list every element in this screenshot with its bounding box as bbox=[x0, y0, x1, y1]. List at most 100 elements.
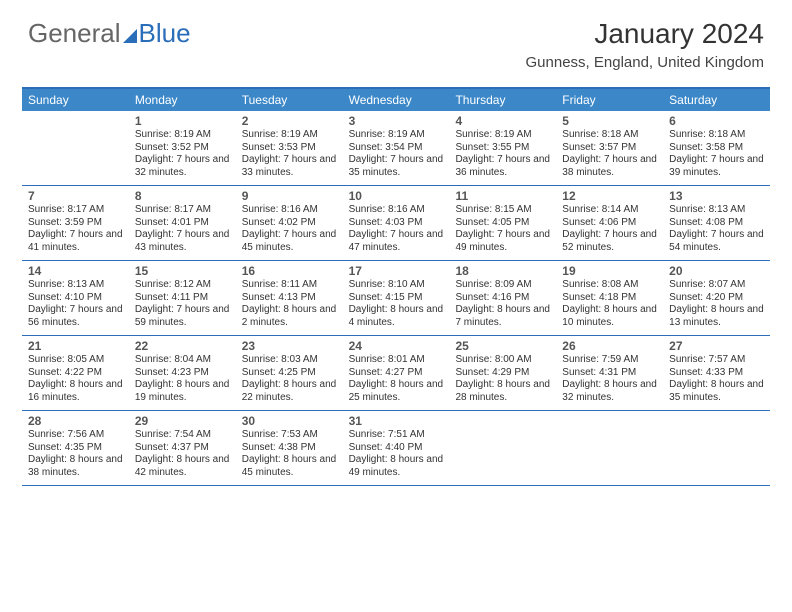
sunrise-line: Sunrise: 8:19 AM bbox=[349, 129, 444, 142]
weeks-container: 1Sunrise: 8:19 AMSunset: 3:52 PMDaylight… bbox=[22, 111, 770, 486]
sunrise-line: Sunrise: 8:05 AM bbox=[28, 354, 123, 367]
dow-sunday: Sunday bbox=[22, 89, 129, 111]
daylight-line: Daylight: 8 hours and 38 minutes. bbox=[28, 454, 123, 479]
sunset-line: Sunset: 3:53 PM bbox=[242, 142, 337, 155]
sunrise-line: Sunrise: 8:17 AM bbox=[28, 204, 123, 217]
sunrise-line: Sunrise: 8:13 AM bbox=[28, 279, 123, 292]
calendar-grid: SundayMondayTuesdayWednesdayThursdayFrid… bbox=[22, 87, 770, 486]
week-row: 14Sunrise: 8:13 AMSunset: 4:10 PMDayligh… bbox=[22, 261, 770, 336]
day-2: 2Sunrise: 8:19 AMSunset: 3:53 PMDaylight… bbox=[236, 111, 343, 185]
page-header: General Blue January 2024 Gunness, Engla… bbox=[0, 0, 792, 77]
daylight-line: Daylight: 7 hours and 52 minutes. bbox=[562, 229, 657, 254]
daylight-line: Daylight: 8 hours and 22 minutes. bbox=[242, 379, 337, 404]
dow-saturday: Saturday bbox=[663, 89, 770, 111]
day-number: 20 bbox=[669, 264, 764, 278]
dow-thursday: Thursday bbox=[449, 89, 556, 111]
sunrise-line: Sunrise: 8:01 AM bbox=[349, 354, 444, 367]
day-24: 24Sunrise: 8:01 AMSunset: 4:27 PMDayligh… bbox=[343, 336, 450, 410]
day-16: 16Sunrise: 8:11 AMSunset: 4:13 PMDayligh… bbox=[236, 261, 343, 335]
day-1: 1Sunrise: 8:19 AMSunset: 3:52 PMDaylight… bbox=[129, 111, 236, 185]
sunset-line: Sunset: 4:16 PM bbox=[455, 292, 550, 305]
daylight-line: Daylight: 8 hours and 19 minutes. bbox=[135, 379, 230, 404]
brand-triangle-icon bbox=[123, 29, 137, 43]
daylight-line: Daylight: 8 hours and 13 minutes. bbox=[669, 304, 764, 329]
sunset-line: Sunset: 3:52 PM bbox=[135, 142, 230, 155]
daylight-line: Daylight: 8 hours and 7 minutes. bbox=[455, 304, 550, 329]
sunrise-line: Sunrise: 8:17 AM bbox=[135, 204, 230, 217]
daylight-line: Daylight: 8 hours and 49 minutes. bbox=[349, 454, 444, 479]
sunset-line: Sunset: 3:55 PM bbox=[455, 142, 550, 155]
day-13: 13Sunrise: 8:13 AMSunset: 4:08 PMDayligh… bbox=[663, 186, 770, 260]
sunrise-line: Sunrise: 8:00 AM bbox=[455, 354, 550, 367]
day-27: 27Sunrise: 7:57 AMSunset: 4:33 PMDayligh… bbox=[663, 336, 770, 410]
sunrise-line: Sunrise: 8:09 AM bbox=[455, 279, 550, 292]
day-4: 4Sunrise: 8:19 AMSunset: 3:55 PMDaylight… bbox=[449, 111, 556, 185]
day-14: 14Sunrise: 8:13 AMSunset: 4:10 PMDayligh… bbox=[22, 261, 129, 335]
sunset-line: Sunset: 4:18 PM bbox=[562, 292, 657, 305]
day-9: 9Sunrise: 8:16 AMSunset: 4:02 PMDaylight… bbox=[236, 186, 343, 260]
dow-wednesday: Wednesday bbox=[343, 89, 450, 111]
sunrise-line: Sunrise: 8:04 AM bbox=[135, 354, 230, 367]
sunrise-line: Sunrise: 8:08 AM bbox=[562, 279, 657, 292]
day-15: 15Sunrise: 8:12 AMSunset: 4:11 PMDayligh… bbox=[129, 261, 236, 335]
day-number: 30 bbox=[242, 414, 337, 428]
sunset-line: Sunset: 4:01 PM bbox=[135, 217, 230, 230]
day-number: 19 bbox=[562, 264, 657, 278]
sunset-line: Sunset: 4:37 PM bbox=[135, 442, 230, 455]
day-30: 30Sunrise: 7:53 AMSunset: 4:38 PMDayligh… bbox=[236, 411, 343, 485]
sunset-line: Sunset: 3:57 PM bbox=[562, 142, 657, 155]
sunset-line: Sunset: 4:38 PM bbox=[242, 442, 337, 455]
day-empty bbox=[449, 411, 556, 485]
day-number: 27 bbox=[669, 339, 764, 353]
week-row: 7Sunrise: 8:17 AMSunset: 3:59 PMDaylight… bbox=[22, 186, 770, 261]
daylight-line: Daylight: 7 hours and 35 minutes. bbox=[349, 154, 444, 179]
sunrise-line: Sunrise: 8:19 AM bbox=[242, 129, 337, 142]
day-number: 7 bbox=[28, 189, 123, 203]
daylight-line: Daylight: 8 hours and 10 minutes. bbox=[562, 304, 657, 329]
sunrise-line: Sunrise: 7:51 AM bbox=[349, 429, 444, 442]
daylight-line: Daylight: 7 hours and 38 minutes. bbox=[562, 154, 657, 179]
day-empty bbox=[556, 411, 663, 485]
day-number: 1 bbox=[135, 114, 230, 128]
title-block: January 2024 Gunness, England, United Ki… bbox=[526, 18, 764, 71]
sunset-line: Sunset: 4:25 PM bbox=[242, 367, 337, 380]
daylight-line: Daylight: 8 hours and 45 minutes. bbox=[242, 454, 337, 479]
sunset-line: Sunset: 4:02 PM bbox=[242, 217, 337, 230]
sunset-line: Sunset: 4:15 PM bbox=[349, 292, 444, 305]
day-3: 3Sunrise: 8:19 AMSunset: 3:54 PMDaylight… bbox=[343, 111, 450, 185]
day-number: 26 bbox=[562, 339, 657, 353]
week-row: 28Sunrise: 7:56 AMSunset: 4:35 PMDayligh… bbox=[22, 411, 770, 486]
day-number: 21 bbox=[28, 339, 123, 353]
day-number: 16 bbox=[242, 264, 337, 278]
daylight-line: Daylight: 8 hours and 25 minutes. bbox=[349, 379, 444, 404]
sunset-line: Sunset: 4:23 PM bbox=[135, 367, 230, 380]
daylight-line: Daylight: 8 hours and 42 minutes. bbox=[135, 454, 230, 479]
sunrise-line: Sunrise: 8:10 AM bbox=[349, 279, 444, 292]
daylight-line: Daylight: 7 hours and 59 minutes. bbox=[135, 304, 230, 329]
day-11: 11Sunrise: 8:15 AMSunset: 4:05 PMDayligh… bbox=[449, 186, 556, 260]
sunset-line: Sunset: 4:29 PM bbox=[455, 367, 550, 380]
day-number: 31 bbox=[349, 414, 444, 428]
sunset-line: Sunset: 4:22 PM bbox=[28, 367, 123, 380]
day-number: 15 bbox=[135, 264, 230, 278]
day-28: 28Sunrise: 7:56 AMSunset: 4:35 PMDayligh… bbox=[22, 411, 129, 485]
sunrise-line: Sunrise: 8:11 AM bbox=[242, 279, 337, 292]
sunrise-line: Sunrise: 8:16 AM bbox=[242, 204, 337, 217]
daylight-line: Daylight: 8 hours and 2 minutes. bbox=[242, 304, 337, 329]
day-21: 21Sunrise: 8:05 AMSunset: 4:22 PMDayligh… bbox=[22, 336, 129, 410]
day-5: 5Sunrise: 8:18 AMSunset: 3:57 PMDaylight… bbox=[556, 111, 663, 185]
day-10: 10Sunrise: 8:16 AMSunset: 4:03 PMDayligh… bbox=[343, 186, 450, 260]
sunrise-line: Sunrise: 8:16 AM bbox=[349, 204, 444, 217]
day-of-week-row: SundayMondayTuesdayWednesdayThursdayFrid… bbox=[22, 89, 770, 111]
day-29: 29Sunrise: 7:54 AMSunset: 4:37 PMDayligh… bbox=[129, 411, 236, 485]
sunrise-line: Sunrise: 7:57 AM bbox=[669, 354, 764, 367]
daylight-line: Daylight: 7 hours and 32 minutes. bbox=[135, 154, 230, 179]
day-number: 25 bbox=[455, 339, 550, 353]
daylight-line: Daylight: 7 hours and 47 minutes. bbox=[349, 229, 444, 254]
day-18: 18Sunrise: 8:09 AMSunset: 4:16 PMDayligh… bbox=[449, 261, 556, 335]
dow-friday: Friday bbox=[556, 89, 663, 111]
daylight-line: Daylight: 8 hours and 16 minutes. bbox=[28, 379, 123, 404]
daylight-line: Daylight: 7 hours and 45 minutes. bbox=[242, 229, 337, 254]
sunset-line: Sunset: 4:35 PM bbox=[28, 442, 123, 455]
sunset-line: Sunset: 4:27 PM bbox=[349, 367, 444, 380]
